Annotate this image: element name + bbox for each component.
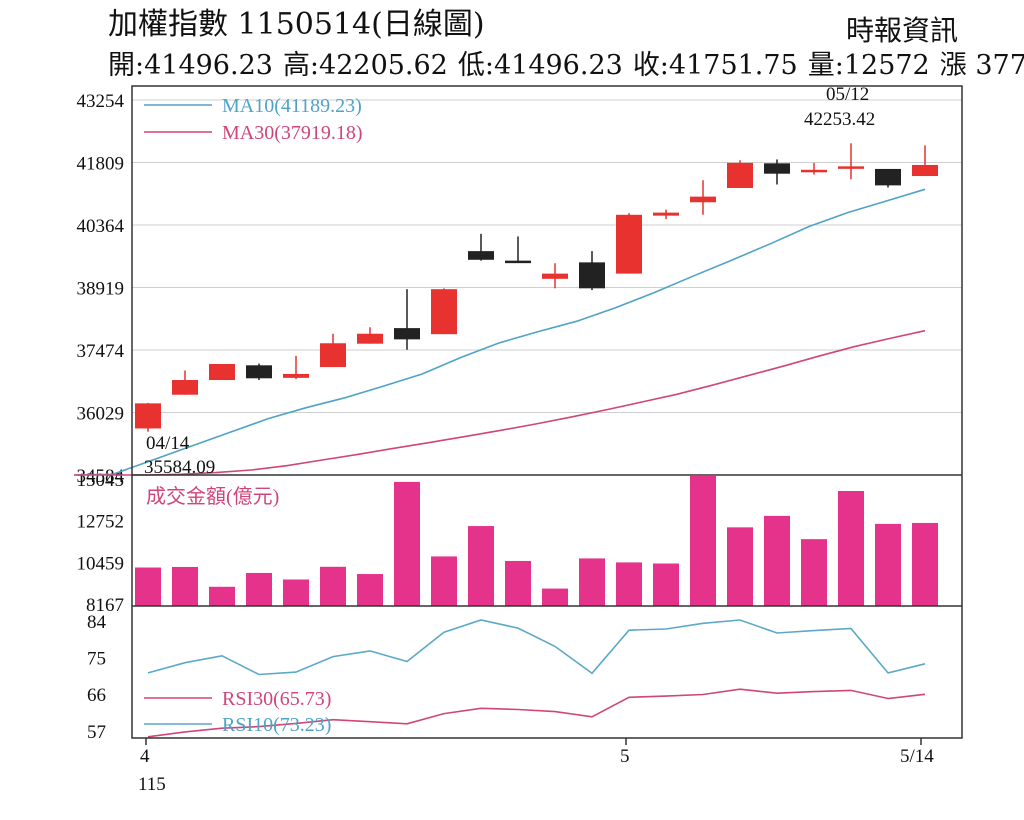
- volume-bar: [283, 579, 309, 606]
- candle-up: [135, 403, 161, 429]
- price-tick-label: 41809: [77, 154, 125, 175]
- rsi-tick-label: 57: [87, 722, 106, 743]
- volume-bar: [468, 526, 494, 606]
- volume-bar: [727, 527, 753, 606]
- price-tick-label: 43254: [77, 91, 125, 112]
- volume-bar: [431, 556, 457, 606]
- rsi-tick-label: 66: [87, 685, 106, 706]
- price-tick-label: 37474: [77, 341, 125, 362]
- candle-down: [246, 365, 272, 379]
- rsi-tick-label: 75: [87, 649, 106, 670]
- change-value: 漲 377.25: [939, 50, 1024, 81]
- volume-bar: [320, 566, 346, 606]
- candle-up: [838, 166, 864, 169]
- volume-panel-title: 成交金額(億元): [146, 485, 279, 508]
- annotation-high-date: 05/12: [826, 84, 869, 105]
- candle-up: [283, 373, 309, 378]
- grid-layer: 4325441809403643891937474360293458415045…: [77, 91, 962, 743]
- candle-down: [875, 168, 901, 186]
- candle-up: [690, 196, 716, 203]
- volume-bar: [690, 476, 716, 606]
- volume-bar: [246, 572, 272, 606]
- annotation-high-value: 42253.42: [804, 109, 875, 130]
- volume-bar: [764, 515, 790, 606]
- rsi10-line: [147, 619, 926, 676]
- candle-up: [431, 289, 457, 335]
- chart-title: 加權指數 1150514(日線圖): [108, 7, 485, 42]
- volume-value: 量:12572: [807, 50, 930, 81]
- candle-down: [505, 260, 531, 264]
- price-tick-label: 38919: [77, 279, 125, 300]
- volume-bar: [542, 588, 568, 606]
- legend-rsi30-label: RSI30(65.73): [222, 688, 331, 710]
- source-label: 時報資訊: [845, 14, 958, 47]
- candle-up: [653, 212, 679, 216]
- price-tick-label: 40364: [77, 216, 125, 237]
- candle-down: [394, 328, 420, 340]
- legend-ma30-label: MA30(37919.18): [222, 122, 363, 144]
- volume-bar: [135, 567, 161, 606]
- label-layer: MA10(41189.23) MA30(37919.18) 成交金額(億元) R…: [138, 84, 934, 795]
- candle-up: [912, 164, 938, 177]
- volume-bar: [394, 481, 420, 606]
- chart-frame: [131, 85, 963, 739]
- x-tick-label: 5: [620, 746, 630, 767]
- volume-bar: [838, 490, 864, 606]
- volume-bar: [505, 560, 531, 606]
- volume-tick-label: 12752: [77, 512, 125, 533]
- candle-up: [727, 162, 753, 188]
- volume-bar: [653, 563, 679, 606]
- close-value: 收:41751.75: [632, 50, 798, 81]
- candlestick-layer: [135, 143, 938, 432]
- volume-bar: [912, 522, 938, 606]
- legend-rsi10-label: RSI10(73.23): [222, 714, 331, 736]
- volume-bar: [875, 523, 901, 606]
- candle-up: [357, 333, 383, 344]
- candle-up: [616, 214, 642, 274]
- candle-down: [764, 163, 790, 174]
- volume-bar: [616, 562, 642, 606]
- rsi-layer: [144, 619, 926, 738]
- frame-layer: [131, 85, 963, 745]
- annotation-low-value: 35584.09: [144, 457, 215, 478]
- volume-tick-label: 10459: [77, 553, 125, 574]
- x-subtick-label: 115: [138, 774, 166, 795]
- volume-layer: [135, 476, 938, 606]
- open-value: 開:41496.23: [108, 50, 273, 81]
- volume-bar: [209, 586, 235, 606]
- high-value: 高:42205.62: [282, 50, 448, 81]
- volume-tick-label: 8167: [86, 595, 124, 616]
- volume-bar: [357, 574, 383, 606]
- candle-up: [172, 380, 198, 395]
- x-tick-label: 5/14: [900, 746, 934, 767]
- ma30-line: [74, 329, 926, 476]
- price-tick-label: 34584: [77, 466, 125, 487]
- candle-up: [801, 169, 827, 173]
- low-value: 低:41496.23: [457, 50, 623, 81]
- ma10-line: [73, 188, 926, 476]
- candle-down: [468, 251, 494, 260]
- candle-down: [579, 262, 605, 289]
- quote-summary: 開:41496.23 高:42205.62 低:41496.23 收:41751…: [108, 50, 1024, 82]
- volume-bar: [579, 558, 605, 606]
- candle-up: [542, 273, 568, 279]
- annotation-low-date: 04/14: [146, 433, 190, 454]
- candle-up: [209, 364, 235, 381]
- price-tick-label: 36029: [77, 404, 125, 425]
- x-tick-label: 4: [140, 746, 150, 767]
- moving-average-layer: [73, 104, 926, 476]
- candle-up: [320, 343, 346, 368]
- rsi30-line: [147, 688, 926, 738]
- legend-ma10-label: MA10(41189.23): [222, 95, 362, 117]
- volume-bar: [801, 539, 827, 606]
- volume-bar: [172, 566, 198, 606]
- rsi-tick-label: 84: [87, 612, 107, 633]
